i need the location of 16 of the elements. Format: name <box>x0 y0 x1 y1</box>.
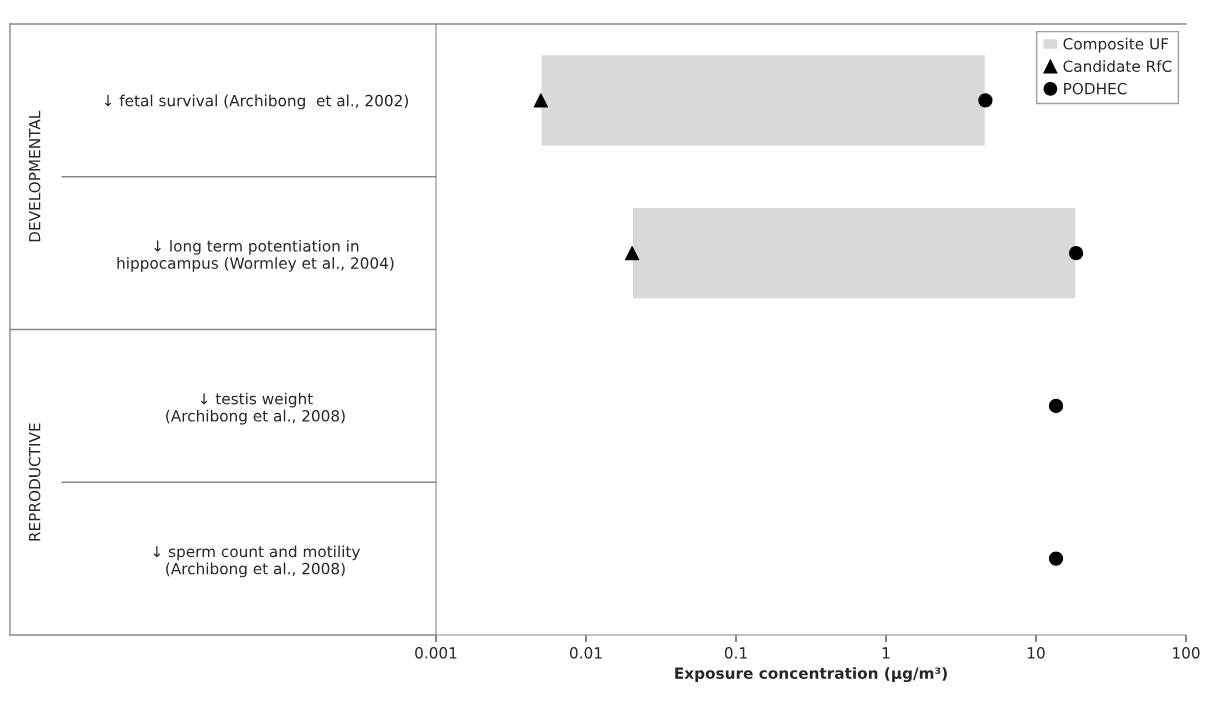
x-tick-label: 0.1 <box>724 647 747 659</box>
y-tick-label: ↓ long term potentiation in hippocampus (Wormley et al., 2004) <box>117 239 394 272</box>
x-tick-label: 10 <box>1027 647 1045 659</box>
legend-label: Composite UF <box>1063 37 1169 53</box>
x-tick-label: 100 <box>1173 647 1200 659</box>
text: REPRODUCTIVE <box>28 423 41 541</box>
x-tick-label: 0.001 <box>415 647 457 659</box>
legend-label: Candidate RfC <box>1063 60 1172 72</box>
text: DEVELOPMENTAL <box>28 110 41 242</box>
y-tick-label: ↓ fetal survival (Archibong et al., 2002) <box>104 94 408 110</box>
y-tick-label: ↓ sperm count and motility (Archibong et al., 2008) <box>153 545 360 578</box>
y-tick-label: ↓ testis weight (Archibong et al., 2008) <box>166 392 345 425</box>
x-axis-title: Exposure concentration (µg/m³) <box>675 667 947 683</box>
x-tick-label: 1 <box>882 647 890 659</box>
x-tick-label: 0.01 <box>570 647 602 659</box>
legend-label: PODHEC <box>1064 82 1127 95</box>
